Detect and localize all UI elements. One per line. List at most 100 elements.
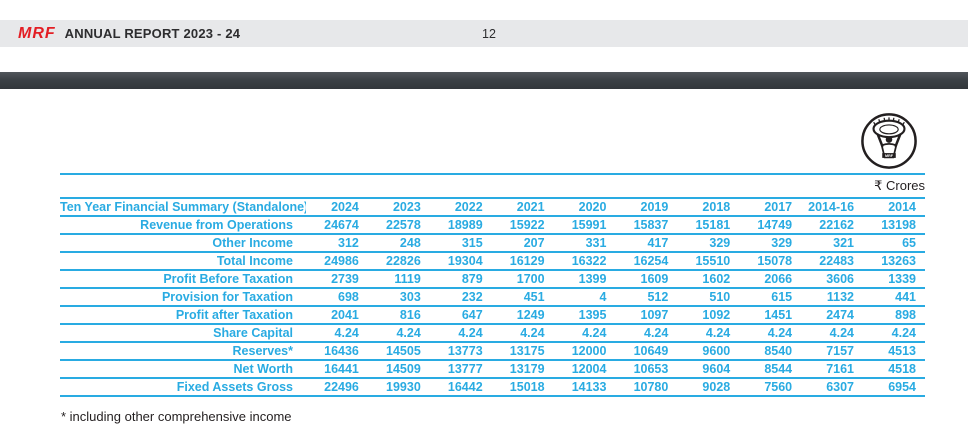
value-cell: 1451: [739, 305, 802, 325]
value-cell: 13198: [863, 215, 925, 235]
year-header-cell: 2019: [615, 197, 678, 217]
value-cell: 14505: [367, 341, 430, 361]
year-header-cell: 2024: [306, 197, 368, 217]
value-cell: 512: [615, 287, 678, 307]
value-cell: 10653: [615, 359, 678, 379]
value-cell: 15018: [491, 377, 554, 397]
svg-text:MRF: MRF: [885, 154, 894, 158]
value-cell: 2041: [306, 305, 368, 325]
value-cell: 1609: [615, 269, 678, 289]
value-cell: 14509: [367, 359, 430, 379]
row-label: Other Income: [60, 233, 306, 253]
value-cell: 9028: [677, 377, 740, 397]
value-cell: 3606: [801, 269, 864, 289]
value-cell: 22578: [367, 215, 430, 235]
value-cell: 4.24: [429, 323, 492, 343]
value-cell: 18989: [429, 215, 492, 235]
value-cell: 16442: [429, 377, 492, 397]
year-header-cell: 2021: [491, 197, 554, 217]
value-cell: 22162: [801, 215, 864, 235]
mrf-muscleman-emblem-icon: MRF: [860, 112, 918, 170]
value-cell: 647: [429, 305, 492, 325]
year-header-cell: 2014-16: [801, 197, 864, 217]
value-cell: 2739: [306, 269, 368, 289]
value-cell: 4.24: [801, 323, 864, 343]
table-row: Other Income 312 248 315 207 331 417 329 329 321 6…: [60, 233, 925, 253]
value-cell: 329: [677, 233, 740, 253]
row-label: Fixed Assets Gross: [60, 377, 306, 397]
value-cell: 248: [367, 233, 430, 253]
row-label: Provision for Taxation: [60, 287, 306, 307]
table-header: Ten Year Financial Summary (Standalone) 2…: [60, 197, 925, 217]
value-cell: 9604: [677, 359, 740, 379]
value-cell: 510: [677, 287, 740, 307]
value-cell: 1700: [491, 269, 554, 289]
value-cell: 12000: [553, 341, 616, 361]
value-cell: 4.24: [615, 323, 678, 343]
report-title: ANNUAL REPORT 2023 - 24: [64, 26, 241, 41]
value-cell: 7161: [801, 359, 864, 379]
year-header-cell: 2023: [367, 197, 430, 217]
value-cell: 7560: [739, 377, 802, 397]
value-cell: 4.24: [677, 323, 740, 343]
row-label: Profit after Taxation: [60, 305, 306, 325]
value-cell: 451: [491, 287, 554, 307]
value-cell: 2066: [739, 269, 802, 289]
value-cell: 19304: [429, 251, 492, 271]
value-cell: 10780: [615, 377, 678, 397]
value-cell: 879: [429, 269, 492, 289]
value-cell: 1119: [367, 269, 430, 289]
table-row: Reserves* 16436 14505 13773 13175 12000 10649 9…: [60, 341, 925, 361]
value-cell: 1399: [553, 269, 616, 289]
table-title-cell: Ten Year Financial Summary (Standalone): [60, 197, 306, 217]
value-cell: 15078: [739, 251, 802, 271]
value-cell: 1602: [677, 269, 740, 289]
row-label: Share Capital: [60, 323, 306, 343]
value-cell: 6307: [801, 377, 864, 397]
report-header-bar: MRF ANNUAL REPORT 2023 - 24 12: [0, 20, 968, 47]
value-cell: 15991: [553, 215, 616, 235]
year-header-cell: 2017: [739, 197, 802, 217]
table-row: Provision for Taxation 698 303 232 451 4 512 51…: [60, 287, 925, 307]
divider-bar: [0, 72, 968, 89]
value-cell: 22496: [306, 377, 368, 397]
value-cell: 1249: [491, 305, 554, 325]
value-cell: 14133: [553, 377, 616, 397]
value-cell: 4513: [863, 341, 925, 361]
year-header-cell: 2018: [677, 197, 740, 217]
value-cell: 898: [863, 305, 925, 325]
page-number: 12: [482, 26, 496, 41]
value-cell: 16441: [306, 359, 368, 379]
table-body: Revenue from Operations 24674 22578 18989 15…: [60, 215, 925, 397]
value-cell: 16129: [491, 251, 554, 271]
value-cell: 4.24: [306, 323, 368, 343]
value-cell: 417: [615, 233, 678, 253]
value-cell: 207: [491, 233, 554, 253]
value-cell: 1395: [553, 305, 616, 325]
row-label: Profit Before Taxation: [60, 269, 306, 289]
value-cell: 65: [863, 233, 925, 253]
value-cell: 441: [863, 287, 925, 307]
value-cell: 4.24: [491, 323, 554, 343]
financial-summary-table: Ten Year Financial Summary (Standalone) 2…: [60, 197, 925, 397]
mrf-logo: MRF: [18, 24, 56, 42]
value-cell: 8544: [739, 359, 802, 379]
value-cell: 10649: [615, 341, 678, 361]
table-row: Revenue from Operations 24674 22578 18989 15…: [60, 215, 925, 235]
row-label: Reserves*: [60, 341, 306, 361]
value-cell: 232: [429, 287, 492, 307]
value-cell: 14749: [739, 215, 802, 235]
value-cell: 303: [367, 287, 430, 307]
value-cell: 24986: [306, 251, 368, 271]
value-cell: 9600: [677, 341, 740, 361]
table-row: Profit after Taxation 2041 816 647 1249 1395 1…: [60, 305, 925, 325]
table-row: Net Worth 16441 14509 13777 13179 12004 10653 9…: [60, 359, 925, 379]
value-cell: 329: [739, 233, 802, 253]
value-cell: 15181: [677, 215, 740, 235]
value-cell: 7157: [801, 341, 864, 361]
value-cell: 13179: [491, 359, 554, 379]
value-cell: 698: [306, 287, 368, 307]
value-cell: 22483: [801, 251, 864, 271]
value-cell: 15922: [491, 215, 554, 235]
